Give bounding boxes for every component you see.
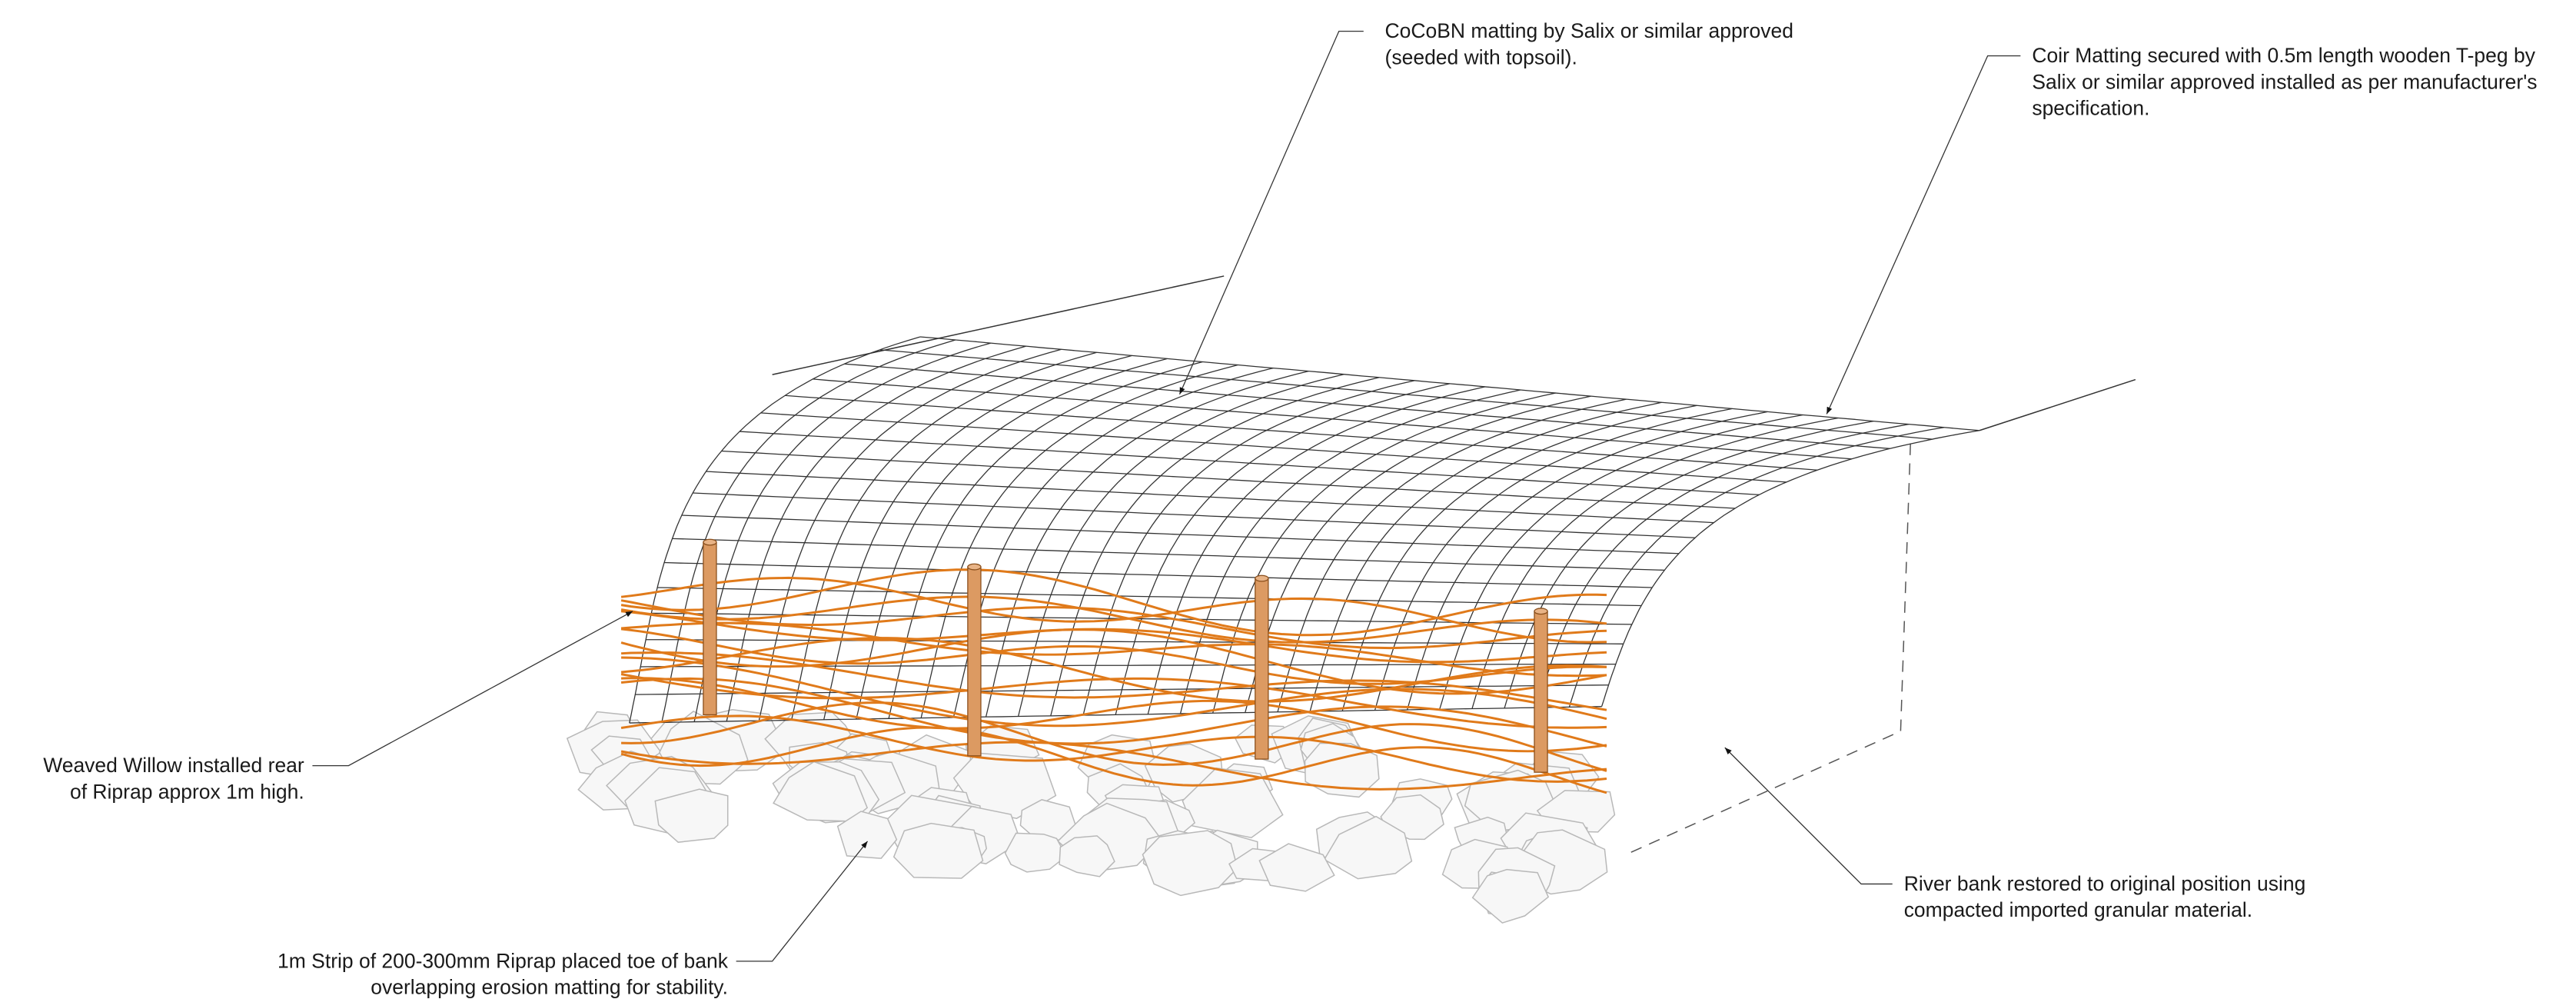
mesh-line [1439,414,1803,710]
mesh-line [1050,377,1380,717]
willow-rod [621,656,1607,728]
mesh-line [985,371,1309,718]
label-line: River bank restored to original position… [1904,872,2306,895]
rock [1142,830,1238,897]
mesh-line [1341,405,1697,711]
rock [1004,832,1068,873]
mesh-line [1179,389,1521,714]
coir-mesh [629,336,1980,724]
willow-rod [620,673,1607,729]
rock [892,822,984,879]
t-peg-top [1255,574,1269,582]
mesh-line [1018,374,1345,717]
mesh-line [1504,420,1874,709]
label-line: compacted imported granular material. [1904,898,2252,921]
willow-rod [621,677,1607,753]
rock [1059,835,1115,877]
mesh-line [1115,383,1451,715]
mesh-line [758,348,1062,721]
t-peg [967,566,982,757]
t-pegs [703,538,1548,773]
willow-rod [620,714,1607,783]
willow-rod [621,701,1607,772]
mesh-line [661,339,956,723]
t-peg [703,541,717,716]
mesh-line [1471,417,1839,709]
label-line: CoCoBN matting by Salix or similar appro… [1385,19,1793,42]
t-peg [1534,611,1548,773]
leaders [312,30,2021,962]
t-peg-top [967,563,982,571]
mesh-line [1309,401,1662,712]
mesh-line [1406,411,1768,711]
willow-rod [620,599,1607,650]
t-peg-top [1534,608,1548,615]
rock [654,788,729,843]
t-peg [1255,578,1269,760]
label-line: of Riprap approx 1m high. [70,780,304,803]
weaved-willow [620,568,1607,794]
rock [773,761,869,822]
willow-rod [620,726,1607,794]
label-line: Coir Matting secured with 0.5m length wo… [2032,44,2535,67]
mesh-line [888,361,1203,719]
willow-rod [620,595,1607,644]
mesh-line [1147,386,1486,714]
mesh-line [1212,392,1556,714]
label-line: 1m Strip of 200-300mm Riprap placed toe … [278,949,729,972]
mesh-line [1600,430,1980,707]
riprap [566,709,1616,924]
willow-rod [620,610,1607,664]
willow-rod [620,576,1607,644]
rock [952,752,1057,819]
label-line: specification. [2032,97,2149,120]
mesh-line [629,336,921,724]
willow-rod [620,568,1607,637]
willow-rod [621,651,1607,711]
mesh-line [1536,424,1910,708]
label-line: (seeded with topsoil). [1385,45,1577,68]
mesh-line [726,345,1026,722]
mesh-line [1568,427,1945,708]
mesh-line [1374,408,1733,711]
rock [836,811,898,859]
willow-rod [620,677,1607,748]
bank-lines [772,275,2136,855]
mesh-line [791,351,1097,721]
label-line: overlapping erosion matting for stabilit… [371,976,728,999]
rock [1471,868,1550,924]
mesh-line [1082,380,1415,716]
rock [1323,815,1413,880]
rock [1258,843,1335,892]
label-line: Salix or similar approved installed as p… [2032,70,2537,93]
willow-rod [620,628,1607,695]
willow-rod [620,621,1607,678]
willow-rod [620,741,1607,791]
t-peg-top [703,538,717,546]
label-line: Weaved Willow installed rear [43,754,304,777]
